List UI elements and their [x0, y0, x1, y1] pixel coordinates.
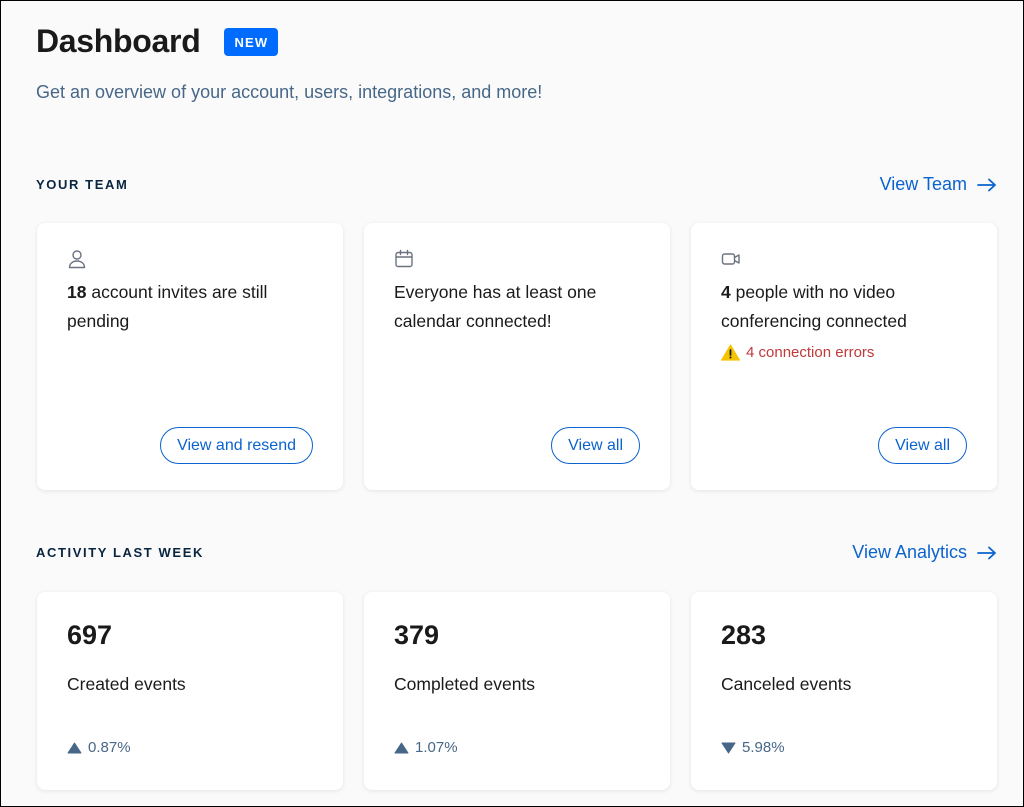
view-analytics-link[interactable]: View Analytics [852, 542, 997, 563]
calendar-view-all-button[interactable]: View all [551, 427, 640, 464]
canceled-events-delta: 5.98% [721, 739, 785, 756]
completed-events-delta-value: 1.07% [415, 739, 458, 756]
canceled-events-label: Canceled events [721, 674, 852, 694]
activity-cards: 697 Created events 0.87% 379 Completed e… [37, 592, 997, 790]
team-section-label: YOUR TEAM [36, 177, 129, 192]
page-header: Dashboard NEW Get an overview of your ac… [36, 23, 542, 103]
user-icon [67, 249, 87, 269]
created-events-label: Created events [67, 674, 186, 694]
video-conferencing-card: 4 people with no video conferencing conn… [691, 223, 997, 490]
calendar-icon [394, 249, 414, 269]
activity-section-label: ACTIVITY LAST WEEK [36, 545, 204, 560]
triangle-up-icon [67, 742, 82, 753]
canceled-events-delta-value: 5.98% [742, 739, 785, 756]
created-events-value: 697 [67, 620, 113, 650]
completed-events-label: Completed events [394, 674, 536, 694]
activity-section-header: ACTIVITY LAST WEEK View Analytics [36, 542, 997, 563]
new-badge: NEW [224, 27, 279, 56]
completed-events-card: 379 Completed events 1.07% [364, 592, 670, 790]
triangle-down-icon [721, 742, 736, 753]
connection-errors-text: 4 connection errors [746, 344, 875, 361]
team-cards: 18 account invites are still pending Vie… [37, 223, 997, 490]
no-video-description: people with no video conferencing connec… [721, 282, 907, 331]
video-conferencing-text: 4 people with no video conferencing conn… [721, 278, 973, 336]
view-team-link-label: View Team [879, 174, 967, 194]
created-events-delta-value: 0.87% [88, 739, 131, 756]
pending-invites-count: 18 [67, 282, 87, 302]
arrow-right-icon [977, 546, 996, 559]
calendar-text: Everyone has at least one calendar conne… [394, 282, 597, 331]
arrow-right-icon [977, 178, 996, 191]
completed-events-value: 379 [394, 620, 440, 650]
video-camera-icon [721, 249, 741, 269]
pending-invites-text: 18 account invites are still pending [67, 278, 319, 336]
pending-invites-card: 18 account invites are still pending Vie… [37, 223, 343, 490]
page-subtitle: Get an overview of your account, users, … [36, 82, 543, 102]
completed-events-delta: 1.07% [394, 739, 458, 756]
view-analytics-link-label: View Analytics [852, 542, 967, 562]
warning-icon [721, 344, 740, 361]
view-team-link[interactable]: View Team [880, 174, 997, 195]
no-video-count: 4 [721, 282, 731, 302]
view-and-resend-button[interactable]: View and resend [160, 427, 313, 464]
page-title: Dashboard [36, 23, 201, 59]
triangle-up-icon [394, 742, 409, 753]
created-events-card: 697 Created events 0.87% [37, 592, 343, 790]
team-section-header: YOUR TEAM View Team [36, 174, 997, 195]
created-events-delta: 0.87% [67, 739, 131, 756]
canceled-events-card: 283 Canceled events 5.98% [691, 592, 997, 790]
canceled-events-value: 283 [721, 620, 767, 650]
video-view-all-button[interactable]: View all [878, 427, 967, 464]
calendar-card: Everyone has at least one calendar conne… [364, 223, 670, 490]
pending-invites-description: account invites are still pending [67, 282, 268, 331]
connection-errors-warning: 4 connection errors [721, 344, 874, 361]
